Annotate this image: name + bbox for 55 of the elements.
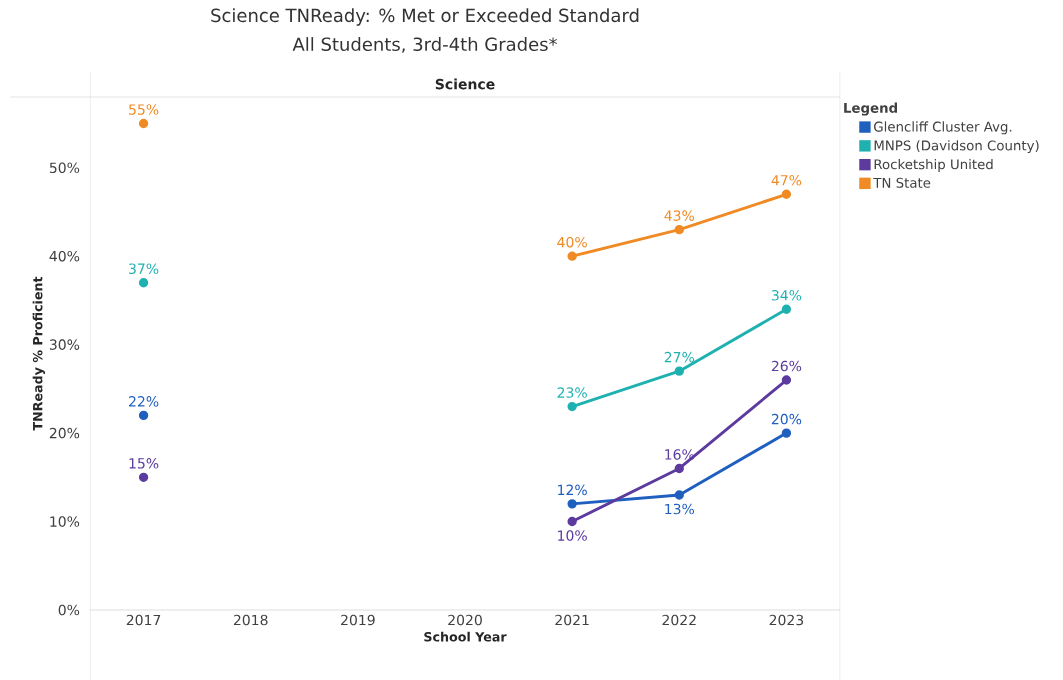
data-label: 26% xyxy=(771,360,802,372)
point xyxy=(781,375,792,385)
data-label: 43% xyxy=(664,210,695,221)
point xyxy=(781,304,792,314)
legend-label: MNPS (Davidson County) xyxy=(874,140,1039,154)
data-label: 34% xyxy=(771,289,802,301)
y-tick-label: 20% xyxy=(49,427,80,439)
data-label: 40% xyxy=(557,236,587,248)
y-tick-label: 50% xyxy=(49,162,80,174)
data-label: 27% xyxy=(664,351,695,363)
data-label: 13% xyxy=(665,503,695,515)
x-tick-label: 2018 xyxy=(233,614,268,626)
x-tick-label: 2020 xyxy=(448,614,482,626)
data-label: 22% xyxy=(129,396,159,407)
data-label: 15% xyxy=(129,458,159,469)
point xyxy=(567,401,577,412)
data-label: 10% xyxy=(558,530,587,541)
legend-title: Legend xyxy=(844,102,897,116)
point xyxy=(674,224,684,235)
point xyxy=(781,428,792,438)
point xyxy=(567,516,577,527)
x-tick-label: 2023 xyxy=(769,614,804,626)
point xyxy=(138,472,149,482)
data-label: 23% xyxy=(557,387,587,398)
point xyxy=(138,278,149,288)
chart-title: Science TNReady: % Met or Exceeded Standard xyxy=(211,8,639,26)
x-axis-title: School Year xyxy=(424,631,507,642)
data-label: 37% xyxy=(129,263,159,275)
point xyxy=(138,118,149,129)
point xyxy=(781,189,792,199)
y-tick-label: 30% xyxy=(49,339,80,350)
legend-label: TN State xyxy=(873,177,931,188)
data-label: 20% xyxy=(771,413,802,425)
data-label: 16% xyxy=(665,449,695,460)
x-tick-label: 2022 xyxy=(662,614,696,626)
data-label: 55% xyxy=(129,104,159,115)
point xyxy=(674,490,684,500)
y-tick-label: 0% xyxy=(58,604,80,616)
point xyxy=(567,499,577,509)
legend-label: Rocketship United xyxy=(874,158,993,172)
y-axis-title: TNReady % Proficient xyxy=(32,276,46,431)
legend-label: Glencliff Cluster Avg. xyxy=(874,121,1012,135)
point xyxy=(674,463,684,474)
x-tick-label: 2017 xyxy=(126,614,161,626)
point xyxy=(567,251,577,261)
point xyxy=(674,366,684,376)
y-tick-label: 10% xyxy=(50,516,80,527)
x-tick-label: 2019 xyxy=(341,614,375,626)
chart-subtitle: All Students, 3rd-4th Grades* xyxy=(292,37,558,53)
data-label: 12% xyxy=(558,484,587,496)
point xyxy=(138,410,149,421)
x-tick-label: 2021 xyxy=(555,614,589,626)
text: Science xyxy=(435,78,495,90)
y-tick-label: 40% xyxy=(49,250,80,262)
data-label: 47% xyxy=(771,174,802,186)
